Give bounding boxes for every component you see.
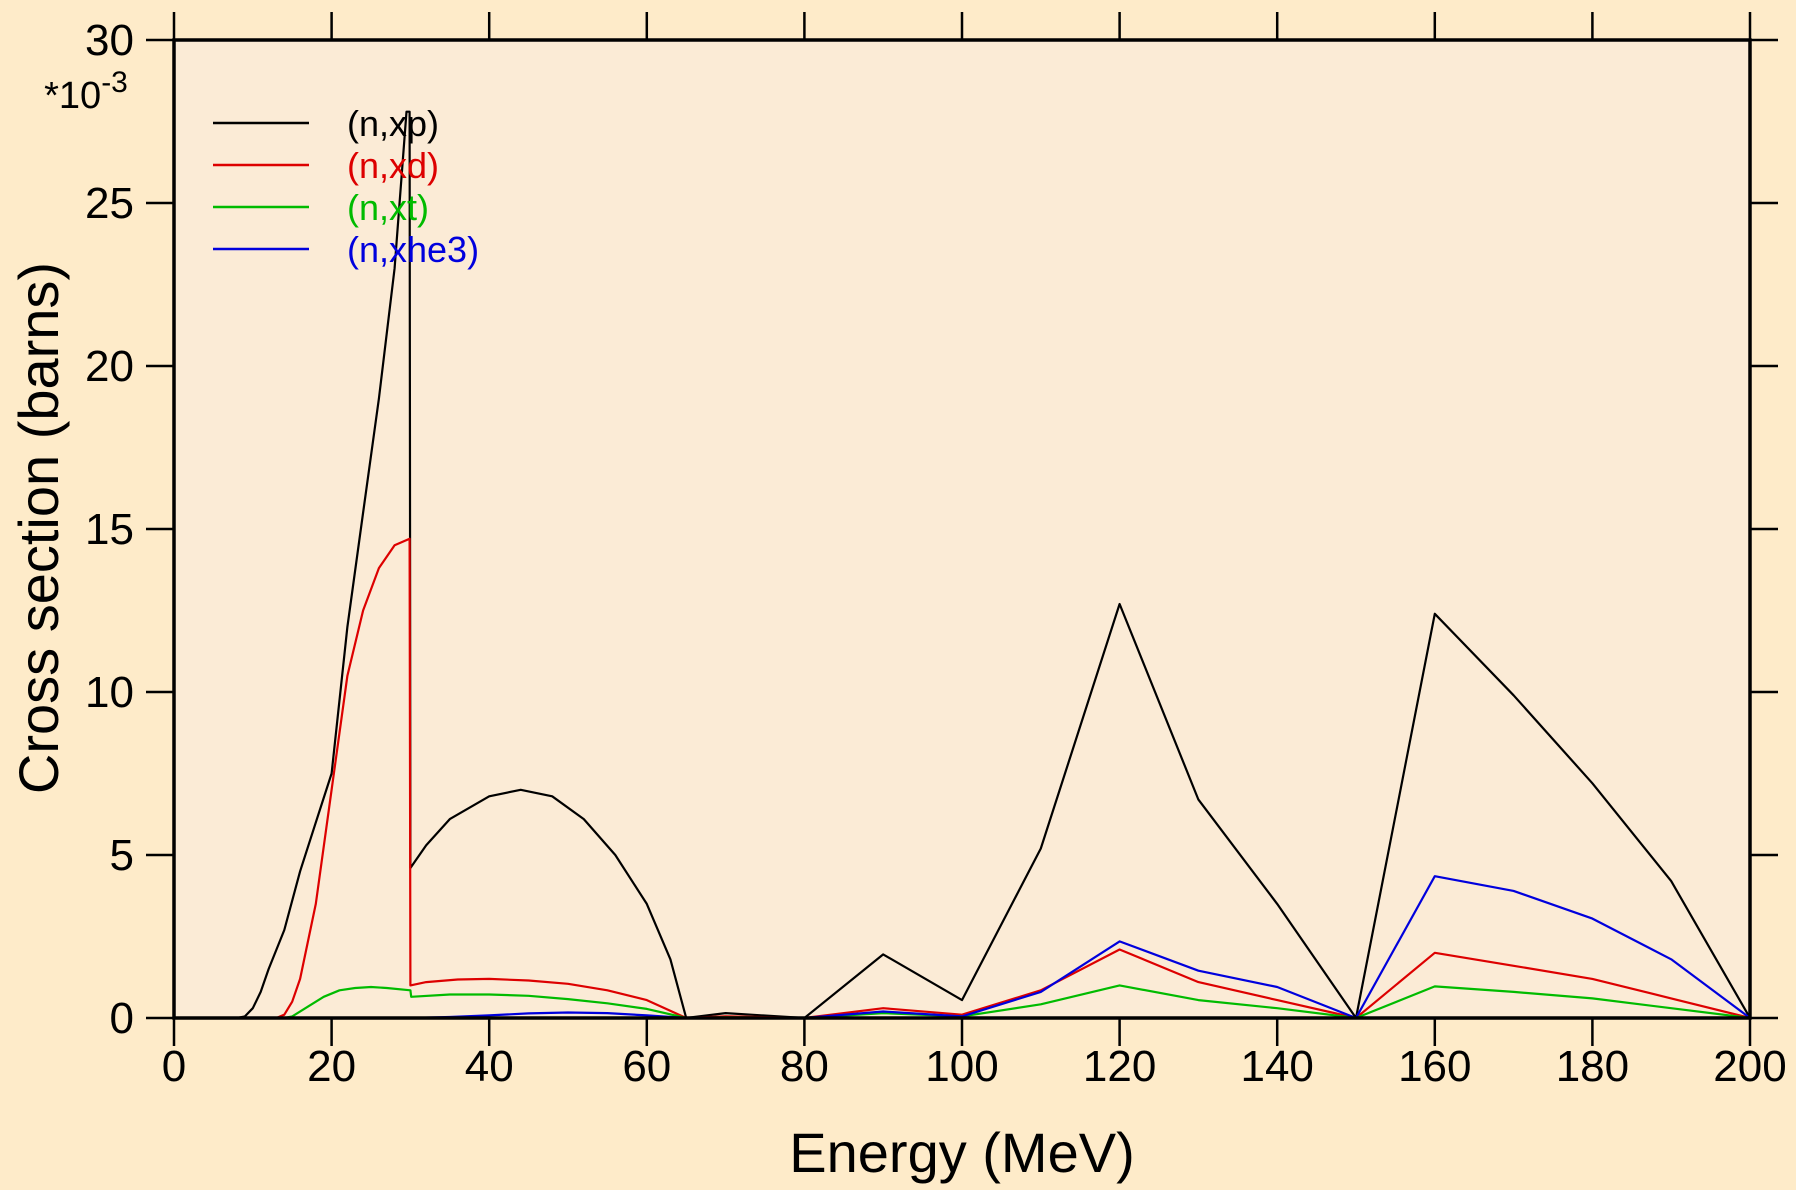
x-tick-label: 200 xyxy=(1713,1042,1786,1091)
y-multiplier-label: *10-3 xyxy=(44,66,128,117)
y-tick-label: 15 xyxy=(85,505,134,554)
y-tick-label: 0 xyxy=(110,994,134,1043)
x-tick-label: 100 xyxy=(925,1042,998,1091)
x-tick-label: 80 xyxy=(780,1042,829,1091)
legend: (n,xp)(n,xd)(n,xt)(n,xhe3) xyxy=(213,103,479,270)
x-tick-label: 60 xyxy=(622,1042,671,1091)
plot-frame xyxy=(172,38,1752,1020)
y-tick-label: 25 xyxy=(85,179,134,228)
x-tick-label: 20 xyxy=(307,1042,356,1091)
y-axis-title: Cross section (barns) xyxy=(7,262,70,794)
x-tick-label: 180 xyxy=(1556,1042,1629,1091)
x-tick-label: 120 xyxy=(1083,1042,1156,1091)
x-axis-title: Energy (MeV) xyxy=(789,1121,1134,1184)
x-tick-label: 160 xyxy=(1398,1042,1471,1091)
y-tick-labels: 0 5 10 15 20 25 30 xyxy=(85,16,134,1043)
series-line-2 xyxy=(174,537,1751,1020)
y-tick-label: 20 xyxy=(85,342,134,391)
y-tick-label: 30 xyxy=(85,16,134,65)
legend-label: (n,xhe3) xyxy=(347,229,479,270)
axis-ticks xyxy=(146,12,1778,1046)
x-tick-labels: 0 20 40 60 80 100 120 140 160 180 200 xyxy=(162,1042,1787,1091)
series-line-1 xyxy=(174,110,1751,1020)
y-tick-label: 10 xyxy=(85,668,134,717)
x-tick-label: 40 xyxy=(465,1042,514,1091)
x-tick-label: 140 xyxy=(1240,1042,1313,1091)
y-tick-label: 5 xyxy=(110,831,134,880)
plot-area xyxy=(174,40,1750,1018)
x-tick-label: 0 xyxy=(162,1042,186,1091)
legend-label: (n,xt) xyxy=(347,187,429,228)
legend-label: (n,xd) xyxy=(347,145,439,186)
legend-label: (n,xp) xyxy=(347,103,439,144)
series-line-4 xyxy=(174,875,1751,1020)
